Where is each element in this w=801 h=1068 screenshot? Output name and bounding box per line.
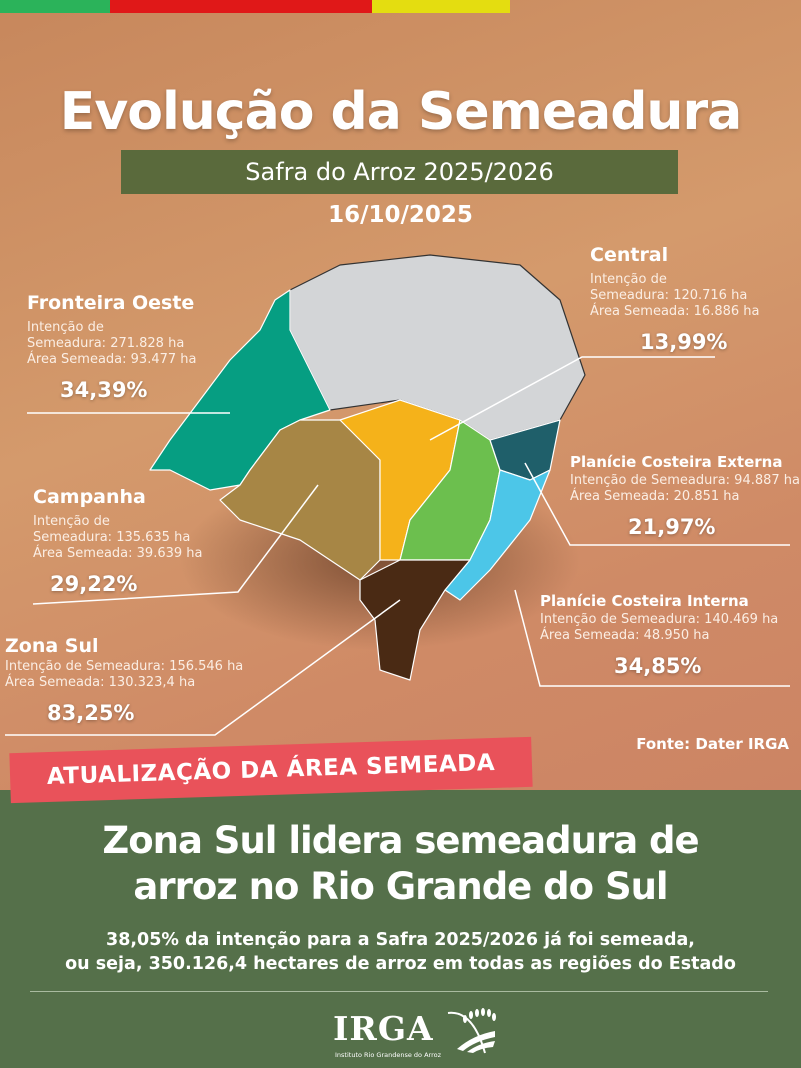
headline-line: Zona Sul lidera semeadura de <box>102 819 699 862</box>
region-line: Semeadura: 120.716 ha <box>590 288 748 303</box>
region-name: Planície Costeira Externa <box>570 453 783 471</box>
region-info-campanha: Campanha Intenção de Semeadura: 135.635 … <box>33 486 202 596</box>
region-line: Área Semeada: 20.851 ha <box>570 489 740 504</box>
region-info-planicie-interna: Planície Costeira Interna Intenção de Se… <box>540 592 778 678</box>
region-percent: 29,22% <box>50 572 138 596</box>
region-line: Intenção de <box>590 272 667 287</box>
leader-central <box>429 356 715 441</box>
divider <box>30 991 768 992</box>
source-note: Fonte: Dater IRGA <box>636 735 789 753</box>
region-line: Semeadura: 271.828 ha <box>27 336 185 351</box>
region-line: Área Semeada: 48.950 ha <box>540 628 710 643</box>
color-bar-green <box>0 0 110 13</box>
region-line: Intenção de <box>27 320 104 335</box>
region-line: Área Semeada: 16.886 ha <box>590 304 760 319</box>
region-line: Área Semeada: 39.639 ha <box>33 546 203 561</box>
irga-logo: IRGA Instituto Rio Grandense do Arroz <box>333 1005 503 1061</box>
region-name: Fronteira Oeste <box>27 292 195 314</box>
region-percent: 34,39% <box>60 378 148 402</box>
region-name: Zona Sul <box>5 635 99 657</box>
region-fronteira-oeste <box>149 289 331 491</box>
region-name: Campanha <box>33 486 146 508</box>
region-line: Área Semeada: 93.477 ha <box>27 352 197 367</box>
region-name: Central <box>590 244 669 266</box>
region-line: Área Semeada: 130.323,4 ha <box>5 675 196 690</box>
region-line: Intenção de Semeadura: 94.887 ha <box>570 473 801 488</box>
region-percent: 34,85% <box>614 654 702 678</box>
summary-line: ou seja, 350.126,4 hectares de arroz em … <box>65 954 736 974</box>
logo-text: IRGA <box>333 1009 434 1048</box>
summary: 38,05% da intenção para a Safra 2025/202… <box>0 928 801 976</box>
region-zona-sul <box>359 559 471 681</box>
region-info-fronteira-oeste: Fronteira Oeste Intenção de Semeadura: 2… <box>27 292 196 402</box>
leader-planicie-externa <box>524 462 790 546</box>
region-planicie-costeira-interna <box>444 469 551 601</box>
date: 16/10/2025 <box>328 202 473 228</box>
region-line: Intenção de Semeadura: 140.469 ha <box>540 612 779 627</box>
rice-field-icon <box>447 1008 496 1054</box>
headline: Zona Sul lidera semeadura de arroz no Ri… <box>0 818 801 910</box>
headline-line: arroz no Rio Grande do Sul <box>133 865 668 908</box>
footer-panel <box>0 790 801 1068</box>
region-info-zona-sul: Zona Sul Intenção de Semeadura: 156.546 … <box>5 635 243 725</box>
color-bar-yellow <box>372 0 510 13</box>
region-percent: 21,97% <box>628 515 716 539</box>
page-title: Evolução da Semeadura <box>59 82 742 142</box>
region-info-central: Central Intenção de Semeadura: 120.716 h… <box>590 244 759 354</box>
region-line: Semeadura: 135.635 ha <box>33 530 191 545</box>
leader-zona-sul <box>5 599 401 736</box>
region-percent: 83,25% <box>47 701 135 725</box>
region-name: Planície Costeira Interna <box>540 592 749 610</box>
leader-planicie-interna <box>514 589 790 687</box>
subtitle-box: Safra do Arroz 2025/2026 <box>121 150 678 194</box>
leader-campanha <box>32 484 319 605</box>
color-bar-red <box>110 0 372 13</box>
region-info-planicie-externa: Planície Costeira Externa Intenção de Se… <box>570 453 800 539</box>
region-percent: 13,99% <box>640 330 728 354</box>
region-line: Intenção de Semeadura: 156.546 ha <box>5 659 244 674</box>
logo-tagline: Instituto Rio Grandense do Arroz <box>335 1051 442 1059</box>
region-line: Intenção de <box>33 514 110 529</box>
summary-line: 38,05% da intenção para a Safra 2025/202… <box>106 930 695 950</box>
